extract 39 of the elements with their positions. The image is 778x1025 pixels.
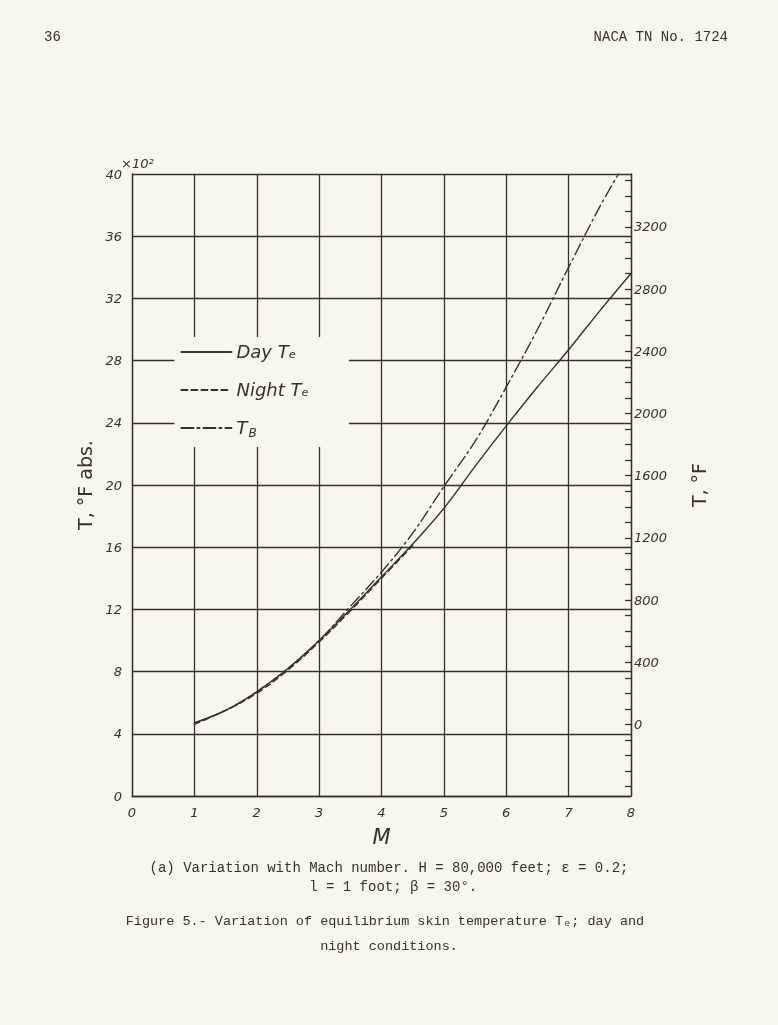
x-tick-label: 3 [314,805,324,820]
y-tick-label: 4 [113,726,122,742]
y2-tick-label: 2400 [634,343,668,359]
y2-axis-title: T, °F [687,462,710,509]
y2-tick-label: 800 [634,592,659,608]
y2-tick-label: 1200 [634,530,668,546]
y-tick-label: 20 [105,477,122,493]
x-tick-label: 8 [626,805,636,820]
y2-tick-label: 400 [634,654,659,670]
y2-tick-label: 1600 [634,468,668,484]
x-tick-label: 1 [190,805,199,820]
legend-label: Night Tₑ [236,379,310,401]
y-tick-label: 40 [105,166,122,182]
y-tick-label: 16 [105,539,122,555]
x-tick-label: 6 [502,805,511,820]
y-tick-label: 24 [105,415,122,431]
y-tick-label: 32 [105,290,122,306]
text: NACA TN No. 1724 [593,29,728,45]
y2-tick-label: 2800 [634,281,668,297]
y-tick-label: 36 [105,228,122,244]
x-tick-label: 5 [439,805,449,820]
x-tick-label: 0 [127,805,137,820]
legend-label: Day Tₑ [236,341,297,363]
y-tick-label: 28 [105,353,122,369]
text: (a) Variation with Mach number. H = 80,000 feet; ε = 0.2; l = 1 foot; β = 30°. [149,859,629,895]
y-axis-title: T, °F abs. [74,440,97,531]
y2-tick-label: 2000 [634,405,668,421]
x-axis-title: M [372,824,391,849]
x-tick-label: 4 [377,805,386,820]
y2-tick-label: 0 [634,716,643,732]
y-tick-label: 8 [113,664,122,680]
text: Figure 5.- Variation of equilibrium skin temperature Tₑ; day and night conditions. [125,914,653,954]
x-tick-label: 7 [564,805,574,820]
y-tick-label: 0 [113,788,122,804]
text: 36 [44,29,61,45]
text: ×10² [121,156,154,171]
y-tick-label: 12 [105,601,122,617]
y2-tick-label: 3200 [634,219,668,235]
x-tick-label: 2 [252,805,261,820]
